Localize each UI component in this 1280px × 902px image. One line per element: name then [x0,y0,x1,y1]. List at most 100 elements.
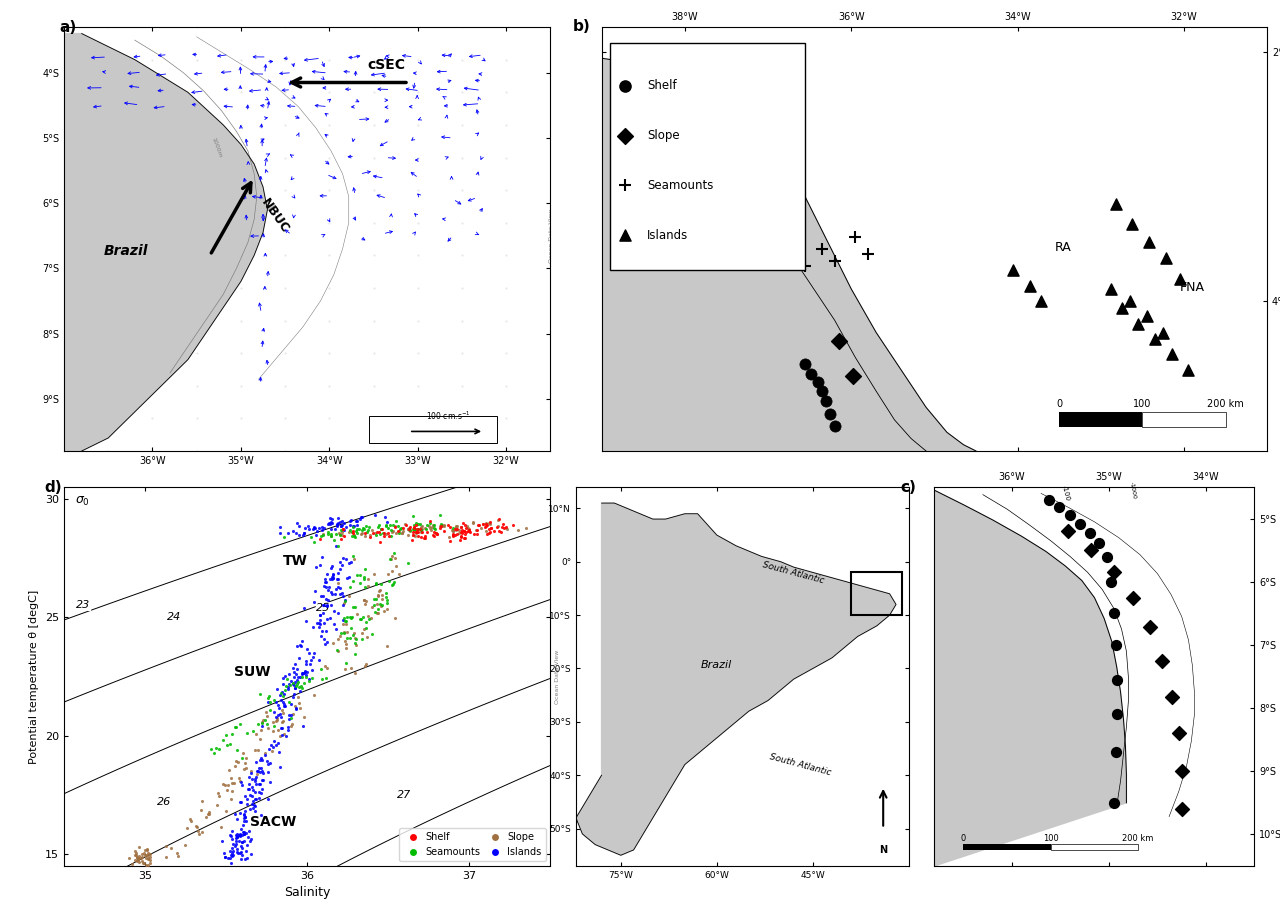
Point [344,529,365,544]
Point [247,717,268,732]
Point [287,677,307,692]
Point [323,636,343,650]
Point [403,518,424,532]
Point [388,524,408,538]
Point [311,661,332,676]
Point [229,805,250,820]
Point [366,575,387,590]
Point [454,524,475,538]
Point [387,558,407,573]
Point [380,522,401,537]
Point [321,559,342,574]
Point [241,766,261,780]
Point [246,792,266,806]
Point [287,701,307,715]
Point [320,522,340,537]
Point [346,638,366,652]
Point [328,566,348,581]
Point [344,529,365,543]
Point [383,523,403,538]
Point [326,518,347,532]
Point [209,786,229,800]
Point [411,522,431,537]
Point [160,841,180,855]
Point [398,556,419,570]
Point [227,845,247,860]
Point [332,518,352,532]
Point [479,526,499,540]
Point [134,856,155,870]
Point [392,525,412,539]
Point [383,548,403,563]
Point [476,518,497,532]
Point [287,673,307,687]
Point [399,522,420,537]
Point [364,526,384,540]
Point [474,517,494,531]
Point [384,551,404,566]
Point [334,523,355,538]
Point [326,517,347,531]
Point [127,851,147,865]
Point [233,826,253,841]
Point [243,782,264,796]
Point [257,757,278,771]
Point [125,848,146,862]
Point [352,626,372,640]
Point [381,577,402,592]
Point [333,522,353,537]
Point [246,754,266,769]
Point [127,850,147,864]
Point [212,834,233,849]
Point [367,597,388,612]
Point [330,523,351,538]
Point [268,723,288,738]
Point [344,626,365,640]
Point [460,525,480,539]
Point [303,521,324,536]
Text: -1000: -1000 [1129,481,1137,500]
Point [458,524,479,538]
Point [321,515,342,529]
Point [476,527,497,541]
Point [812,384,832,399]
Point [329,527,349,541]
Point [452,526,472,540]
Point [229,834,250,849]
Point [284,675,305,689]
Point [127,853,147,868]
Text: Ocean Data View: Ocean Data View [556,649,561,704]
Text: Ocean Data View: Ocean Data View [549,208,554,262]
Point [326,622,347,637]
Point [260,695,280,710]
Point [221,770,242,785]
Point [319,526,339,540]
Point [369,518,389,532]
Point [186,819,206,833]
Point [212,733,233,748]
Point [383,518,403,532]
Point [342,524,362,538]
Bar [1059,412,1142,428]
Point [1123,216,1143,231]
Point [266,682,287,696]
Point [375,511,396,525]
Bar [851,573,902,615]
Point [244,742,265,757]
Point [133,855,154,870]
Point [420,513,440,528]
Point [440,520,461,534]
Point [297,665,317,679]
Point [250,777,270,791]
Point [303,520,324,534]
Point [370,521,390,536]
Point [480,525,500,539]
Point [300,522,320,537]
Point [371,522,392,537]
Point [227,827,247,842]
Point [218,778,238,792]
Point [230,839,251,853]
Point [273,704,293,718]
Point [842,369,863,383]
Point [334,529,355,543]
